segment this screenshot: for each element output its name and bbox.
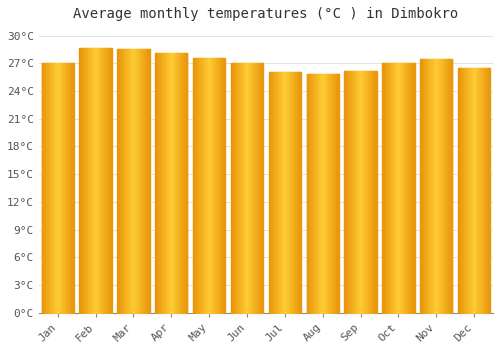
Bar: [458, 68, 490, 313]
Bar: [420, 58, 452, 313]
Bar: [155, 53, 188, 313]
Bar: [42, 63, 74, 313]
Bar: [306, 74, 339, 313]
Bar: [382, 63, 414, 313]
Bar: [344, 71, 376, 313]
Bar: [193, 58, 225, 313]
Bar: [80, 48, 112, 313]
Title: Average monthly temperatures (°C ) in Dimbokro: Average monthly temperatures (°C ) in Di…: [74, 7, 458, 21]
Bar: [269, 71, 301, 313]
Bar: [231, 63, 263, 313]
Bar: [118, 49, 150, 313]
